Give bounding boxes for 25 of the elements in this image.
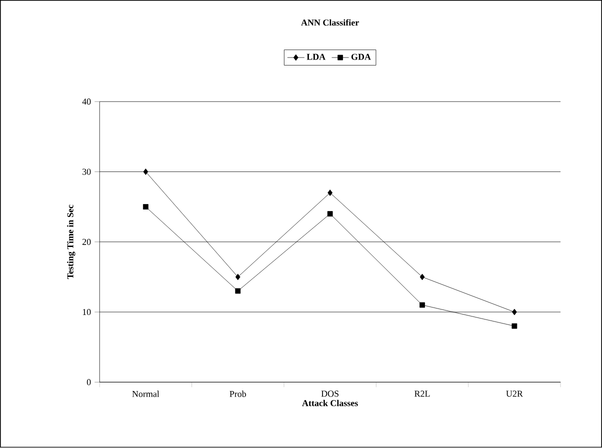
point xyxy=(512,308,517,316)
point xyxy=(235,288,241,294)
x-tick-label: U2R xyxy=(506,390,523,397)
x-tick-label: Prob xyxy=(230,390,246,398)
point xyxy=(420,302,425,308)
y-axis-title: Testing Time in Sec xyxy=(67,204,76,280)
point xyxy=(143,204,148,210)
y-tick-label: 10 xyxy=(82,309,91,316)
x-tick-label: R2L xyxy=(414,390,430,397)
point xyxy=(512,324,518,329)
x-tick-label: DOS xyxy=(321,390,338,397)
y-tick-label: 0 xyxy=(86,379,91,386)
x-tick-label: Normal xyxy=(132,390,160,398)
y-tick-label: 20 xyxy=(82,238,91,246)
point xyxy=(327,211,333,217)
point xyxy=(235,274,240,280)
legend-label: GDA xyxy=(351,54,371,60)
point xyxy=(420,274,425,280)
point xyxy=(143,168,148,176)
y-tick-label: 30 xyxy=(82,168,91,175)
chart-title: ANN Classifier xyxy=(301,19,359,26)
point xyxy=(328,190,333,196)
y-tick-label: 40 xyxy=(82,98,91,105)
legend-label: LDA xyxy=(306,54,326,60)
x-axis-title: Attack Classes xyxy=(302,400,358,406)
